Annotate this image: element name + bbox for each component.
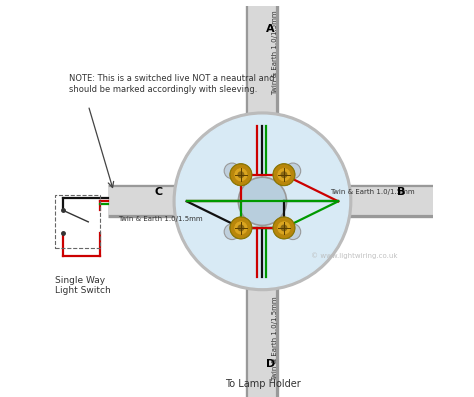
Circle shape <box>273 164 295 186</box>
Circle shape <box>281 225 287 231</box>
Circle shape <box>285 163 301 179</box>
Circle shape <box>224 224 240 239</box>
Circle shape <box>238 172 244 177</box>
Circle shape <box>173 112 352 291</box>
Text: To Lamp Holder: To Lamp Holder <box>225 379 301 389</box>
Circle shape <box>238 225 244 231</box>
Text: Twin & Earth 1.0/1.5mm: Twin & Earth 1.0/1.5mm <box>272 10 278 95</box>
Text: B: B <box>397 187 406 197</box>
Text: NOTE: This is a switched live NOT a neautral and
should be marked accordingly wi: NOTE: This is a switched live NOT a neau… <box>69 74 274 94</box>
Text: C: C <box>155 187 163 197</box>
Circle shape <box>238 177 287 225</box>
Circle shape <box>281 172 287 177</box>
Circle shape <box>277 168 291 182</box>
Text: D: D <box>265 359 275 369</box>
Text: © www.lightwiring.co.uk: © www.lightwiring.co.uk <box>311 253 398 260</box>
Circle shape <box>224 163 240 179</box>
Circle shape <box>234 168 248 182</box>
Circle shape <box>230 217 252 239</box>
Text: A: A <box>266 24 274 34</box>
Circle shape <box>234 221 248 235</box>
Bar <box>55 195 100 248</box>
Circle shape <box>277 221 291 235</box>
Text: Twin & Earth 1.0/1.5mm: Twin & Earth 1.0/1.5mm <box>118 216 203 222</box>
Circle shape <box>285 224 301 239</box>
Circle shape <box>176 115 348 287</box>
Text: Twin & Earth 1.0/1.5mm: Twin & Earth 1.0/1.5mm <box>330 189 414 195</box>
Text: Twin & Earth 1.0/1.5mm: Twin & Earth 1.0/1.5mm <box>272 296 278 381</box>
Circle shape <box>230 164 252 186</box>
Circle shape <box>273 217 295 239</box>
Text: Single Way
Light Switch: Single Way Light Switch <box>55 276 111 295</box>
